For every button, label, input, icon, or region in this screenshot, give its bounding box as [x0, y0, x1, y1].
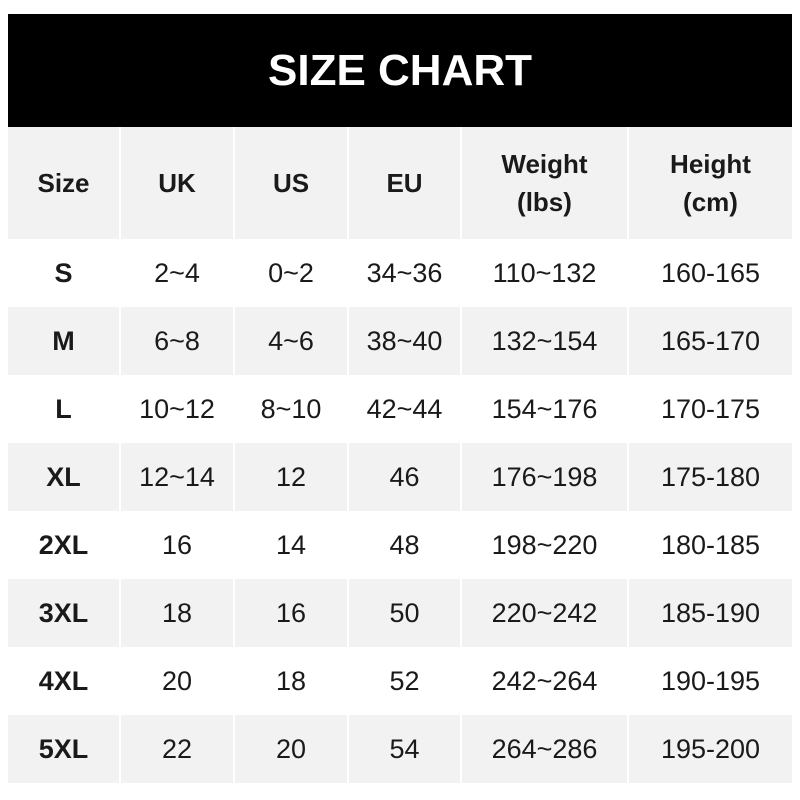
- table-cell: 160-165: [660, 257, 761, 288]
- table-cell: 198~220: [461, 511, 629, 579]
- table-row: L 10~12 8~10 42~44 154~176 170-175: [8, 375, 792, 443]
- size-chart: SIZE CHART Size UK US EU Weight (lbs) Height (c…: [8, 14, 792, 783]
- table-row: 2XL 16 14 48 198~220 180-185: [8, 511, 792, 579]
- column-header: Size: [8, 127, 121, 239]
- size-cell: L: [8, 375, 121, 443]
- table-cell: 264~286: [461, 715, 629, 783]
- table-cell: 50: [348, 579, 462, 647]
- column-header: US: [234, 127, 349, 239]
- header-unit: (cm): [683, 187, 738, 217]
- chart-title: SIZE CHART: [8, 14, 792, 127]
- table-cell: 48: [348, 511, 462, 579]
- header-label: US: [272, 168, 310, 198]
- table-cell: 12: [234, 443, 349, 511]
- table-cell: 10~12: [120, 375, 235, 443]
- header-label: UK: [158, 168, 196, 198]
- table-cell: 18: [120, 579, 235, 647]
- header-label: EU: [386, 168, 423, 198]
- header-label: Height: [670, 149, 751, 179]
- size-cell: S: [8, 239, 121, 307]
- table-row: S 2~4 0~2 34~36 110~132 160-165: [8, 239, 792, 307]
- table-cell: 18: [234, 647, 349, 715]
- table-cell: 185-190: [628, 579, 792, 647]
- column-header: UK: [120, 127, 235, 239]
- table-cell: 242~264: [461, 647, 629, 715]
- size-cell: M: [8, 307, 121, 375]
- table-cell: 175-180: [628, 443, 792, 511]
- table-cell: 110~132: [461, 239, 629, 307]
- table-cell: 176~198: [461, 443, 629, 511]
- table-cell: 16: [120, 511, 235, 579]
- table-cell: 170-175: [660, 393, 761, 424]
- table-cell: 132~154: [461, 307, 629, 375]
- table-cell: 14: [234, 511, 349, 579]
- table-cell: 20: [120, 647, 235, 715]
- table-row: 3XL 18 16 50 220~242 185-190: [8, 579, 792, 647]
- table-row: 4XL 20 18 52 242~264 190-195: [8, 647, 792, 715]
- size-table: Size UK US EU Weight (lbs) Height (cm) S 2~4 0~2 34…: [8, 127, 792, 783]
- table-cell: 16: [234, 579, 349, 647]
- table-cell: 195-200: [628, 715, 792, 783]
- table-cell: 42~44: [348, 375, 462, 443]
- table-cell: 38~40: [348, 307, 462, 375]
- table-cell: 154~176: [461, 375, 629, 443]
- table-cell: 22: [120, 715, 235, 783]
- size-cell: 2XL: [8, 511, 121, 579]
- table-cell: 2~4: [120, 239, 235, 307]
- table-cell: 34~36: [348, 239, 462, 307]
- header-label: Weight: [501, 149, 588, 179]
- header-unit: (lbs): [517, 187, 572, 217]
- table-cell: 52: [348, 647, 462, 715]
- header-row: Size UK US EU Weight (lbs) Height (cm): [8, 127, 792, 239]
- table-cell: 220~242: [461, 579, 629, 647]
- table-cell: 12~14: [120, 443, 235, 511]
- table-cell: 6~8: [120, 307, 235, 375]
- table-row: 5XL 22 20 54 264~286 195-200: [8, 715, 792, 783]
- column-header: EU: [348, 127, 462, 239]
- table-cell: 0~2: [234, 239, 349, 307]
- header-label: Size: [37, 168, 90, 198]
- table-cell: 190-195: [660, 665, 761, 696]
- size-cell: 5XL: [8, 715, 121, 783]
- table-cell: 46: [348, 443, 462, 511]
- table-cell: 180-185: [660, 529, 761, 560]
- column-header: Height (cm): [628, 127, 792, 239]
- table-cell: 4~6: [234, 307, 349, 375]
- table-cell: 20: [234, 715, 349, 783]
- table-cell: 54: [348, 715, 462, 783]
- table-cell: 8~10: [234, 375, 349, 443]
- table-row: XL 12~14 12 46 176~198 175-180: [8, 443, 792, 511]
- table-cell: 165-170: [628, 307, 792, 375]
- column-header: Weight (lbs): [461, 127, 629, 239]
- size-cell: 3XL: [8, 579, 121, 647]
- size-cell: XL: [8, 443, 121, 511]
- table-row: M 6~8 4~6 38~40 132~154 165-170: [8, 307, 792, 375]
- size-cell: 4XL: [8, 647, 121, 715]
